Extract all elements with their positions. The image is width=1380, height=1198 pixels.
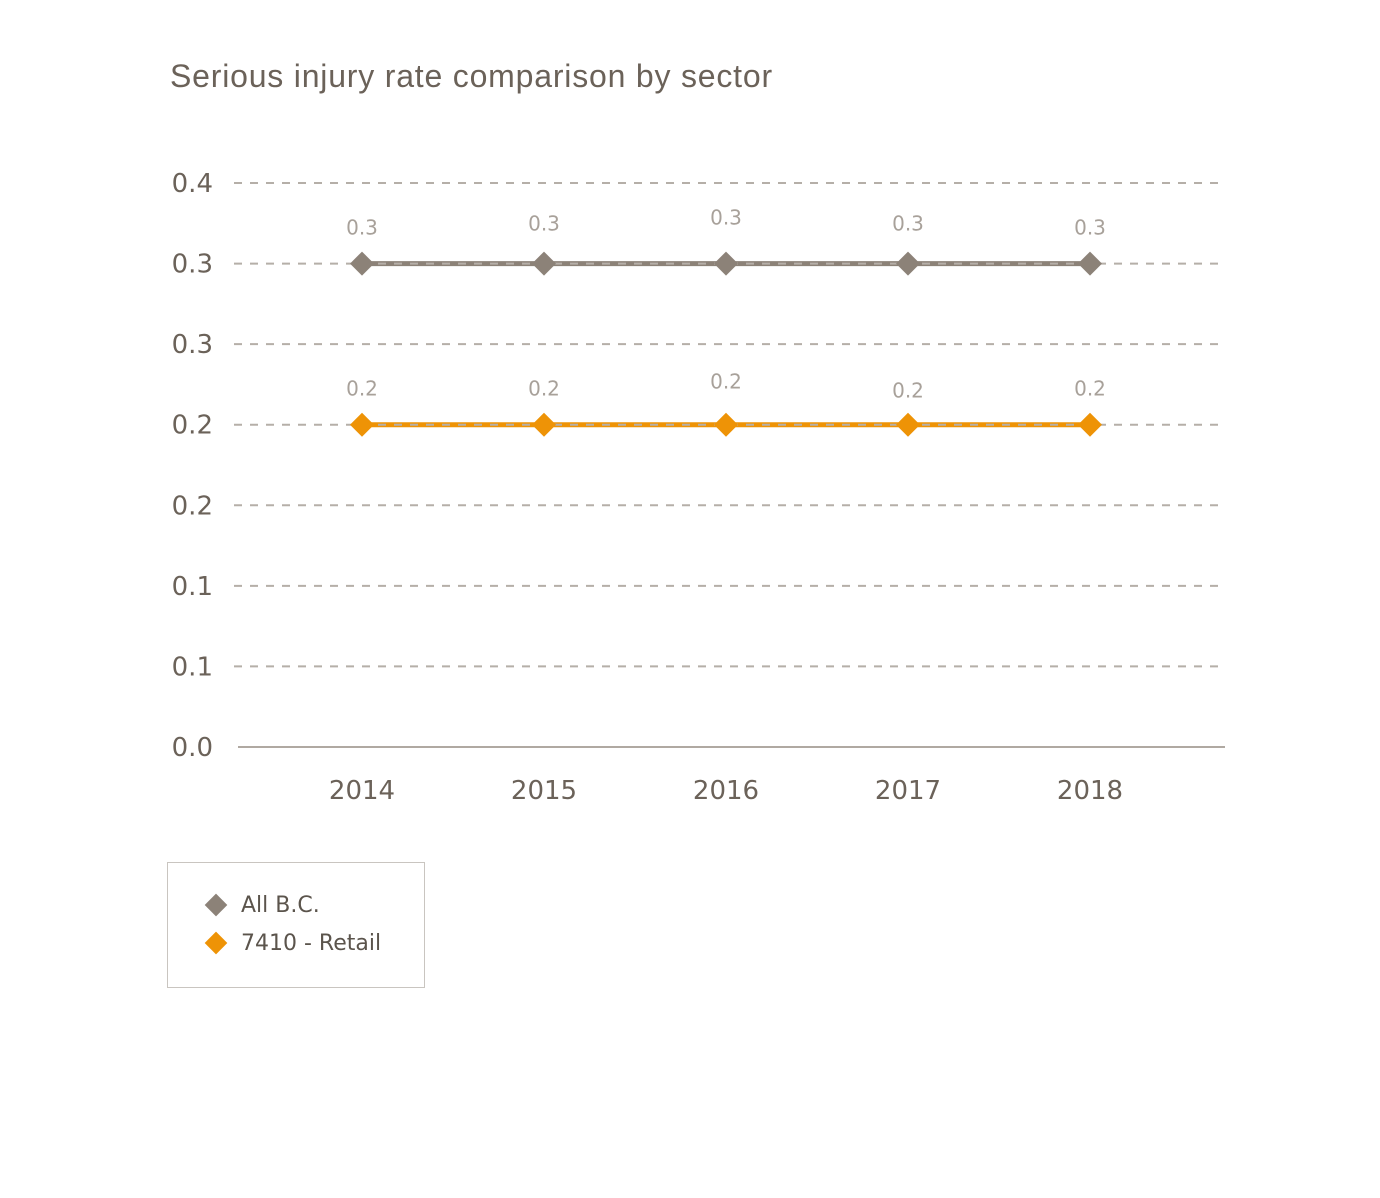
y-tick-label: 0.0 (172, 733, 213, 763)
legend-diamond-icon (204, 893, 228, 917)
legend: All B.C. 7410 - Retail (167, 862, 425, 988)
marker-diamond-icon-retail-2016 (714, 412, 738, 437)
y-tick-label: 0.1 (172, 572, 213, 602)
data-label-retail-2017: 0.2 (892, 379, 924, 403)
data-label-all-bc-2015: 0.3 (528, 212, 560, 236)
y-tick-label: 0.2 (172, 491, 213, 521)
legend-diamond-icon (204, 931, 228, 955)
x-tick-label: 2017 (875, 776, 941, 806)
legend-item-7410-retail: 7410 - Retail (204, 928, 424, 958)
y-tick-label: 0.1 (172, 652, 213, 682)
data-label-all-bc-2016: 0.3 (710, 206, 742, 230)
y-tick-label: 0.4 (172, 169, 213, 199)
data-label-all-bc-2017: 0.3 (892, 212, 924, 236)
data-label-all-bc-2014: 0.3 (346, 216, 378, 240)
marker-diamond-icon-retail-2015 (532, 412, 556, 437)
legend-label: 7410 - Retail (241, 930, 382, 956)
legend-label: All B.C. (241, 892, 320, 918)
marker-diamond-icon-retail-2014 (350, 412, 374, 437)
x-tick-label: 2014 (329, 776, 395, 806)
y-tick-label: 0.3 (172, 250, 213, 280)
marker-diamond-icon-all-bc-2015 (532, 251, 556, 276)
data-label-retail-2016: 0.2 (710, 370, 742, 394)
x-tick-label: 2016 (693, 776, 759, 806)
data-label-retail-2018: 0.2 (1074, 377, 1106, 401)
data-label-retail-2014: 0.2 (346, 377, 378, 401)
marker-diamond-icon-all-bc-2016 (714, 251, 738, 276)
y-tick-label: 0.2 (172, 411, 213, 441)
x-tick-label: 2018 (1057, 776, 1123, 806)
marker-diamond-icon-retail-2018 (1078, 412, 1102, 437)
marker-diamond-icon-all-bc-2018 (1078, 251, 1102, 276)
y-tick-label: 0.3 (172, 330, 213, 360)
data-label-retail-2015: 0.2 (528, 377, 560, 401)
marker-diamond-icon-all-bc-2014 (350, 251, 374, 276)
chart-title: Serious injury rate comparison by sector (170, 58, 773, 94)
data-label-all-bc-2018: 0.3 (1074, 216, 1106, 240)
marker-diamond-icon-all-bc-2017 (896, 251, 920, 276)
marker-diamond-icon-retail-2017 (896, 412, 920, 437)
x-tick-label: 2015 (511, 776, 577, 806)
legend-item-all-b-c: All B.C. (204, 890, 424, 920)
